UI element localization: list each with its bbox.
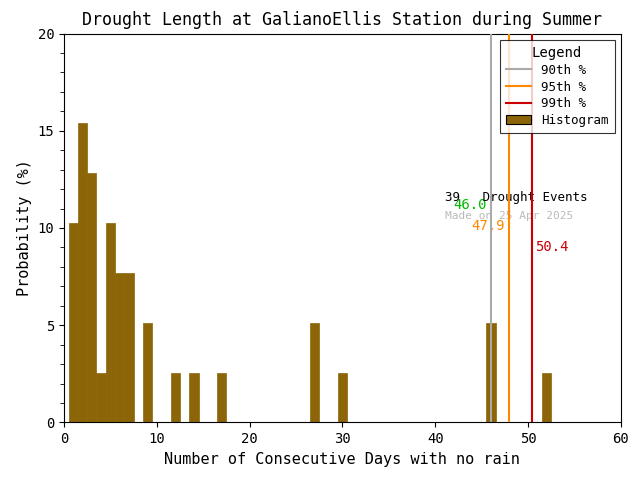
- Bar: [87, 173, 97, 422]
- Bar: [542, 372, 551, 422]
- Bar: [143, 323, 152, 422]
- Text: 39   Drought Events: 39 Drought Events: [445, 191, 588, 204]
- Title: Drought Length at GalianoEllis Station during Summer: Drought Length at GalianoEllis Station d…: [83, 11, 602, 29]
- Text: 46.0: 46.0: [454, 198, 487, 212]
- Bar: [338, 372, 347, 422]
- Legend: 90th %, 95th %, 99th %, Histogram: 90th %, 95th %, 99th %, Histogram: [500, 40, 614, 133]
- Bar: [68, 223, 78, 422]
- Text: 47.9: 47.9: [471, 219, 505, 233]
- Bar: [106, 223, 115, 422]
- Bar: [97, 372, 106, 422]
- Y-axis label: Probability (%): Probability (%): [17, 159, 32, 297]
- Text: 50.4: 50.4: [536, 240, 569, 254]
- Bar: [115, 273, 124, 422]
- Bar: [217, 372, 227, 422]
- Bar: [486, 323, 495, 422]
- Text: Made on 25 Apr 2025: Made on 25 Apr 2025: [445, 211, 573, 220]
- Bar: [171, 372, 180, 422]
- Bar: [189, 372, 198, 422]
- Bar: [78, 123, 87, 422]
- X-axis label: Number of Consecutive Days with no rain: Number of Consecutive Days with no rain: [164, 452, 520, 467]
- Bar: [310, 323, 319, 422]
- Bar: [124, 273, 134, 422]
